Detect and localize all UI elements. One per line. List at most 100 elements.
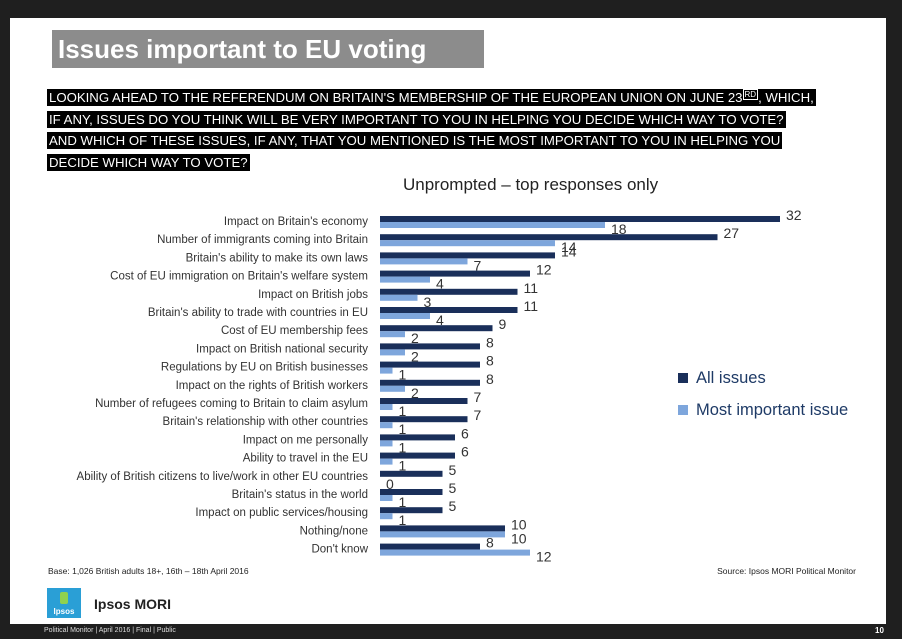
bar-most-important: [380, 495, 393, 501]
bar-most-important: [380, 549, 530, 556]
bar-all-issues: [380, 543, 480, 550]
bar-all-issues: [380, 416, 468, 423]
data-label-all-issues: 27: [724, 225, 740, 241]
category-label: Cost of EU immigration on Britain's welf…: [110, 271, 368, 283]
category-label: Ability of British citizens to live/work…: [77, 471, 369, 483]
bar-most-important: [380, 331, 405, 338]
legend-item-most-important: Most important issue: [678, 394, 848, 426]
bar-all-issues: [380, 361, 480, 368]
page-title: Issues important to EU voting: [58, 34, 427, 64]
data-label-all-issues: 8: [486, 535, 494, 551]
ipsos-logo: Ipsos: [47, 588, 81, 618]
logo-text: Ipsos: [53, 607, 75, 616]
data-label-all-issues: 5: [449, 498, 457, 514]
bar-all-issues: [380, 252, 555, 259]
bar-all-issues: [380, 343, 480, 350]
question-line-1-text: LOOKING AHEAD TO THE REFERENDUM ON BRITA…: [49, 90, 743, 106]
legend-swatch-most-important: [678, 405, 688, 415]
question-text: LOOKING AHEAD TO THE REFERENDUM ON BRITA…: [47, 84, 862, 173]
question-line-1: LOOKING AHEAD TO THE REFERENDUM ON BRITA…: [47, 89, 816, 107]
category-label: Britain's ability to trade with countrie…: [148, 307, 368, 319]
bar-all-issues: [380, 288, 518, 295]
data-label-all-issues: 11: [524, 298, 539, 314]
bar-most-important: [380, 367, 393, 374]
base-note: Base: 1,026 British adults 18+, 16th – 1…: [48, 566, 249, 576]
data-label-all-issues: 6: [461, 444, 469, 460]
data-label-most-important: 2: [411, 348, 419, 364]
category-label: Impact on the rights of British workers: [176, 380, 369, 392]
question-line-2: IF ANY, ISSUES DO YOU THINK WILL BE VERY…: [47, 110, 786, 128]
data-label-all-issues: 11: [524, 280, 539, 296]
bar-all-issues: [380, 325, 493, 332]
bar-most-important: [380, 422, 393, 429]
bar-most-important: [380, 258, 468, 265]
legend-label-all-issues: All issues: [696, 368, 766, 387]
category-label: Britain's status in the world: [232, 489, 368, 501]
bar-most-important: [380, 276, 430, 283]
legend-swatch-all-issues: [678, 373, 688, 383]
bar-all-issues: [380, 234, 718, 241]
data-label-most-important: 18: [611, 221, 627, 237]
bar-most-important: [380, 313, 430, 319]
bar-all-issues: [380, 507, 443, 514]
data-label-most-important: 2: [411, 330, 419, 346]
bar-most-important: [380, 513, 393, 520]
category-label: Ability to travel in the EU: [243, 453, 368, 465]
category-label: Britain's relationship with other countr…: [163, 416, 369, 428]
data-label-most-important: 12: [536, 549, 552, 565]
data-label-all-issues: 10: [511, 516, 527, 532]
data-label-most-important: 3: [424, 294, 432, 310]
bar-all-issues: [380, 270, 530, 277]
data-label-most-important: 1: [399, 421, 407, 437]
data-label-all-issues: 5: [449, 480, 457, 496]
category-label: Impact on British national security: [196, 343, 368, 355]
bar-most-important: [380, 240, 555, 247]
data-label-most-important: 14: [561, 239, 577, 255]
bar-all-issues: [380, 525, 505, 532]
category-label: Impact on me personally: [243, 434, 369, 446]
data-label-all-issues: 12: [536, 262, 552, 278]
category-label: Impact on public services/housing: [195, 507, 368, 519]
bar-most-important: [380, 294, 418, 301]
data-label-all-issues: 32: [786, 207, 802, 223]
data-label-most-important: 4: [436, 276, 444, 292]
data-label-most-important: 1: [399, 367, 407, 383]
category-label: Britain's ability to make its own laws: [186, 252, 369, 264]
bar-most-important: [380, 458, 393, 465]
bar-all-issues: [380, 470, 443, 477]
bar-all-issues: [380, 379, 480, 386]
data-label-most-important: 7: [474, 257, 482, 273]
logo-mark-icon: [60, 592, 68, 604]
bar-most-important: [380, 385, 405, 392]
bar-most-important: [380, 349, 405, 356]
bar-most-important: [380, 531, 505, 538]
data-label-all-issues: 14: [561, 243, 577, 259]
question-superscript: RD: [742, 89, 759, 100]
bar-all-issues: [380, 398, 468, 404]
category-label: Regulations by EU on British businesses: [161, 362, 368, 374]
category-label: Impact on British jobs: [258, 289, 368, 301]
category-label: Impact on Britain's economy: [224, 216, 368, 228]
chart-legend: All issues Most important issue: [678, 362, 848, 426]
bar-all-issues: [380, 452, 455, 459]
data-label-most-important: 1: [399, 458, 407, 474]
bar-all-issues: [380, 307, 518, 313]
source-note: Source: Ipsos MORI Political Monitor: [717, 566, 856, 576]
legend-label-most-important: Most important issue: [696, 400, 849, 419]
data-label-all-issues: 7: [474, 407, 482, 423]
data-label-all-issues: 8: [486, 371, 494, 387]
footer-text: Political Monitor | April 2016 | Final |…: [44, 627, 176, 634]
slide: Issues important to EU voting LOOKING AH…: [10, 18, 886, 624]
data-label-all-issues: 5: [449, 462, 457, 478]
bar-most-important: [380, 440, 393, 447]
question-line-3: AND WHICH OF THESE ISSUES, IF ANY, THAT …: [47, 132, 783, 150]
data-label-all-issues: 9: [499, 316, 507, 332]
data-label-all-issues: 6: [461, 425, 469, 441]
data-label-most-important: 2: [411, 385, 419, 401]
data-label-all-issues: 8: [486, 353, 494, 369]
page-number: 10: [875, 626, 884, 635]
data-label-most-important: 10: [511, 530, 527, 546]
bar-all-issues: [380, 434, 455, 441]
data-label-most-important: 1: [399, 403, 407, 419]
